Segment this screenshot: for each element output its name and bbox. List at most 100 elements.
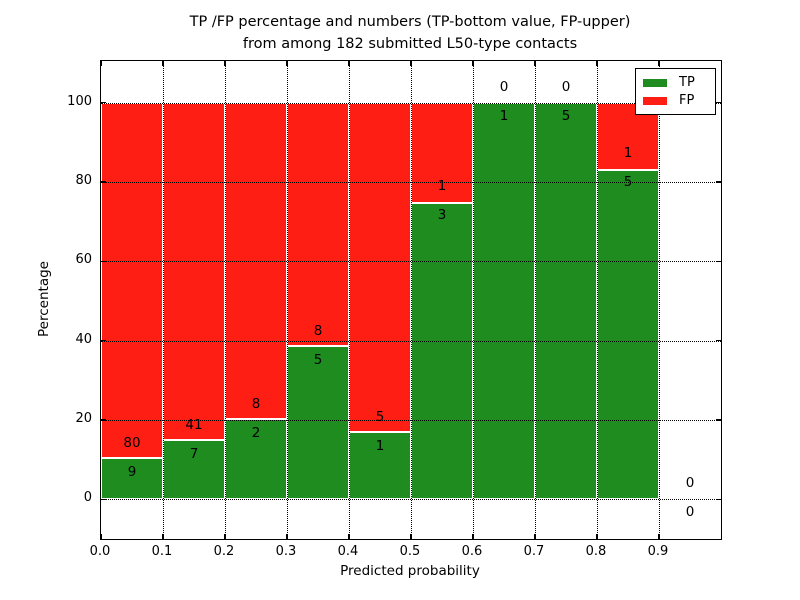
y-gridline [101,340,721,342]
y-tick-label: 60 [75,252,92,268]
bar-column [597,102,659,500]
legend-swatch-tp-icon [643,79,667,87]
fp-count-label: 8 [251,395,261,412]
bar-column [411,102,473,500]
y-tick-mark-right [716,498,721,501]
x-tick-mark-top [348,61,350,66]
y-gridline [101,181,721,183]
y-tick-label: 80 [75,172,92,188]
legend-label: TP [679,75,695,90]
x-tick-mark-top [658,61,660,66]
bar-column [101,102,163,500]
y-tick-label: 0 [83,490,92,506]
bar-column [535,102,597,500]
x-tick-label: 0.1 [151,544,173,559]
tp-count-label: 1 [499,107,509,124]
y-tick-mark-right [716,181,721,183]
x-axis-label: Predicted probability [340,563,480,579]
x-gridline [411,61,412,539]
y-tick-mark-left [101,101,106,104]
bar-segment-tp [597,170,659,500]
x-tick-label: 0.8 [585,544,607,559]
y-tick-mark-left [101,498,106,501]
y-tick-mark-right [716,101,721,104]
y-tick-mark-right [716,260,721,262]
bar-segment-tp [225,418,287,500]
x-tick-mark-top [410,61,412,66]
x-gridline [535,61,536,539]
fp-count-label: 5 [375,409,385,426]
x-gridline [659,61,660,539]
x-gridline [287,61,288,539]
legend-swatch-fp-icon [643,97,667,105]
chart-title-line1: TP /FP percentage and numbers (TP-bottom… [189,14,631,30]
legend-item: FP [643,92,709,110]
tp-count-label: 2 [251,424,261,441]
y-tick-mark-left [101,339,106,342]
tp-count-label: 1 [375,438,385,455]
x-tick-mark-top [162,61,164,66]
y-tick-label: 100 [67,93,92,109]
y-tick-mark-left [101,419,106,421]
y-tick-label: 40 [75,331,92,347]
bar-segment-fp [287,102,349,347]
chart-title: TP /FP percentage and numbers (TP-bottom… [100,11,720,55]
y-gridline [101,261,721,263]
x-tick-mark-bottom [658,534,660,539]
bar-column [225,102,287,500]
x-tick-mark-bottom [348,534,350,539]
x-tick-label: 0.4 [337,544,359,559]
x-tick-label: 0.0 [89,544,111,559]
tp-count-label: 0 [685,504,695,521]
bar-segment-fp [101,102,163,458]
tp-count-label: 5 [313,351,323,368]
x-gridline [473,61,474,539]
fp-count-label: 0 [561,78,571,95]
x-tick-mark-top [286,61,288,66]
bar-column [287,102,349,500]
tp-count-label: 5 [561,107,571,124]
bar-segment-fp [163,102,225,441]
fp-count-label: 8 [313,322,323,339]
x-tick-mark-bottom [224,534,226,539]
x-gridline [597,61,598,539]
plot-area: 80 9 41 7 8 2 8 5 5 1 1 3 0 1 0 5 1 5 0 0 TP FP [100,60,722,540]
x-tick-mark-top [534,61,536,66]
fp-count-label: 80 [123,435,141,452]
x-tick-label: 0.6 [461,544,483,559]
bar-segment-tp [411,202,473,500]
fp-count-label: 1 [623,144,633,161]
x-tick-mark-top [596,61,598,66]
fp-count-label: 0 [685,475,695,492]
tp-count-label: 7 [189,446,199,463]
bar-segment-tp [349,431,411,500]
x-tick-label: 0.3 [275,544,297,559]
y-gridline [101,419,721,421]
bar-segment-tp [287,346,349,500]
tp-count-label: 5 [623,173,633,190]
y-tick-mark-right [716,339,721,342]
bar-column [163,102,225,500]
y-gridline [101,102,721,104]
x-tick-label: 0.2 [213,544,235,559]
x-tick-mark-bottom [472,534,474,539]
x-tick-mark-top [224,61,226,66]
legend-item: TP [643,74,709,92]
x-tick-label: 0.5 [399,544,421,559]
bar-segment-tp [163,440,225,500]
x-tick-mark-top [472,61,474,66]
legend: TP FP [635,68,716,115]
x-tick-label: 0.7 [523,544,545,559]
bar-segment-tp [535,102,597,500]
x-gridline [163,61,164,539]
bar-column [473,102,535,500]
x-gridline [225,61,226,539]
y-tick-mark-left [101,260,106,262]
bar-segment-tp [473,102,535,500]
y-tick-mark-left [101,181,106,183]
legend-label: FP [679,93,695,108]
x-tick-mark-bottom [286,534,288,539]
bar-column [349,102,411,500]
x-tick-mark-top [100,61,102,66]
